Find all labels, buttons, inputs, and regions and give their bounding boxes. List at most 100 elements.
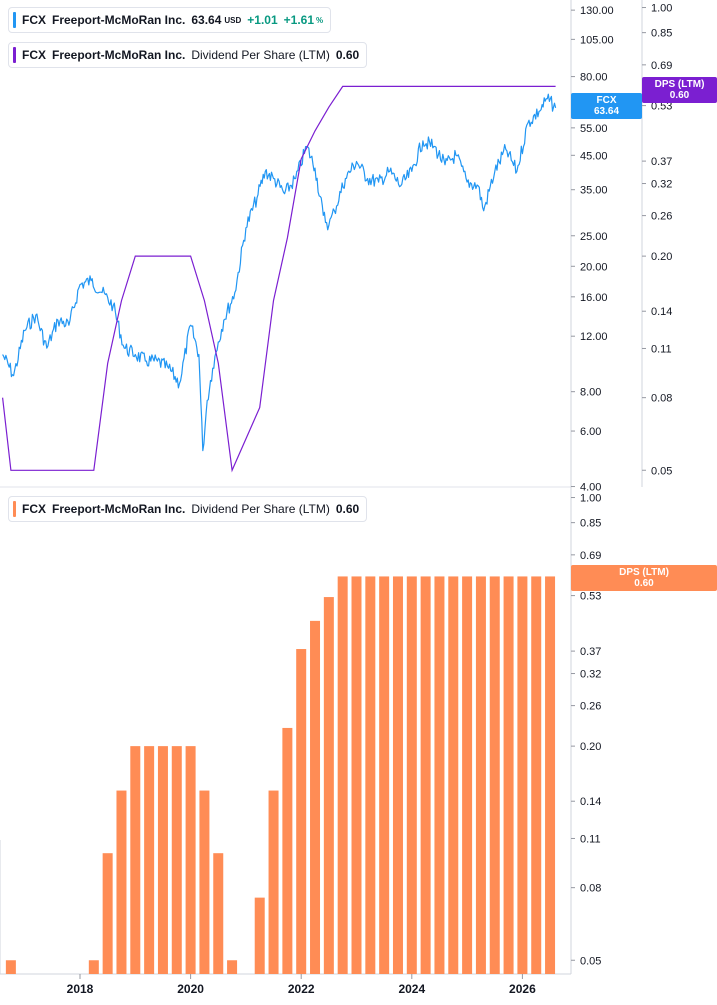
price-line	[2, 93, 557, 452]
dps-axis-label: 0.14	[651, 306, 672, 318]
dps-bar-axis-label: 0.08	[580, 883, 601, 895]
dps-bar: 0.2	[171, 746, 182, 974]
price-axis-label: 80.00	[580, 72, 608, 84]
price-swatch	[13, 12, 16, 28]
dps-bar-axis-label: 0.11	[580, 833, 601, 845]
dps-bar: 0.1	[102, 853, 113, 974]
price-axis-label: 25.00	[580, 231, 608, 243]
dps-axis-label: 0.32	[651, 179, 672, 191]
dps-axis-label: 0.53	[651, 101, 672, 113]
dps-bar-axis-label: 0.05	[580, 955, 601, 967]
dps-bar-tag: DPS (LTM) 0.60	[571, 565, 717, 591]
time-axis-label: 2024	[398, 982, 425, 996]
dps-bar: 0.2	[157, 746, 168, 974]
dps-axis-label: 0.08	[651, 393, 672, 405]
legend-price: 63.64	[191, 13, 222, 27]
dps-bar: 0.05	[5, 960, 16, 974]
legend-currency: USD	[224, 15, 242, 25]
dps-bar-axis-label: 1.00	[580, 493, 601, 505]
price-axis-label: 16.00	[580, 292, 608, 304]
time-axis-label: 2026	[509, 982, 536, 996]
dps-bar: 0.6	[365, 576, 376, 974]
price-axis-label: 4.00	[580, 482, 601, 494]
legend-symbol: FCX	[22, 48, 46, 62]
legend-metric: Dividend Per Share (LTM)	[191, 502, 330, 516]
legend-value: 0.60	[335, 48, 360, 62]
dps-bar: 0.6	[434, 576, 445, 974]
legend-metric: Dividend Per Share (LTM)	[191, 48, 330, 62]
price-axis-label: 35.00	[580, 185, 608, 197]
dps-line-tag-value: 0.60	[669, 90, 690, 101]
price-tag-symbol: FCX	[596, 95, 617, 106]
price-tag: FCX 63.64	[571, 93, 642, 119]
price-axis-label: 45.00	[580, 150, 608, 162]
price-axis-label: 12.00	[580, 331, 608, 343]
legend-change: +1.01	[247, 13, 278, 27]
dps-bar-axis-label: 0.85	[580, 518, 601, 530]
price-axis-label: 55.00	[580, 123, 608, 135]
legend-name: Freeport-McMoRan Inc.	[52, 502, 186, 516]
dps-bar-tag-value: 0.60	[634, 578, 654, 589]
dps-bar: 0.6	[351, 576, 362, 974]
dps-axis-label: 0.20	[651, 251, 672, 263]
dps-line-tag-label: DPS (LTM)	[654, 79, 705, 90]
dps-bar: 0.6	[337, 576, 348, 974]
dps-bar: 0.6	[545, 576, 556, 974]
dps-bar: 0.6	[392, 576, 403, 974]
dps-bar: 0.6	[406, 576, 417, 974]
dps-bar: 0.45	[310, 620, 321, 974]
dps-axis-label: 0.05	[651, 465, 672, 477]
dps-bar-tag-label: DPS (LTM)	[619, 567, 669, 578]
dps-bar-axis-label: 0.32	[580, 669, 601, 681]
price-axis-label: 8.00	[580, 387, 601, 399]
price-legend[interactable]: FCX Freeport-McMoRan Inc. 63.64 USD +1.0…	[8, 7, 332, 33]
time-axis-label: 2018	[67, 982, 94, 996]
legend-pct-sign: %	[316, 15, 324, 25]
dps-bar: 0.225	[282, 727, 293, 974]
dps-bar-axis-label: 0.53	[580, 591, 601, 603]
legend-name: Freeport-McMoRan Inc.	[52, 13, 186, 27]
dps-bar: 0.1	[213, 853, 224, 974]
price-axis-label: 6.00	[580, 426, 601, 438]
dps-bar: 0.6	[379, 576, 390, 974]
dps-axis-label: 0.85	[651, 28, 672, 40]
dps-bar: 0.075	[254, 897, 265, 974]
dps-bar-axis-label: 0.37	[580, 646, 601, 658]
legend-name: Freeport-McMoRan Inc.	[52, 48, 186, 62]
dps-bar: 0.2	[185, 746, 196, 974]
dps-bar: 0.6	[531, 576, 542, 974]
dps-bar: 0.2	[130, 746, 141, 974]
dps-bar: 0.6	[462, 576, 473, 974]
dps-bar-axis-label: 0.26	[580, 701, 601, 713]
dps-line-swatch	[13, 47, 16, 63]
dps-bar-legend[interactable]: FCX Freeport-McMoRan Inc. Dividend Per S…	[8, 496, 368, 522]
dps-line	[2, 85, 556, 473]
dps-bar-axis-label: 0.69	[580, 550, 601, 562]
price-tag-value: 63.64	[593, 106, 620, 117]
price-axis-label: 20.00	[580, 261, 608, 273]
time-axis-label: 2022	[288, 982, 315, 996]
dps-bar: 0.05	[227, 960, 238, 974]
dps-line-legend[interactable]: FCX Freeport-McMoRan Inc. Dividend Per S…	[8, 42, 368, 68]
dps-axis-label: 0.11	[651, 343, 672, 355]
price-axis-label: 105.00	[580, 34, 614, 46]
legend-change-pct: +1.61	[283, 13, 315, 27]
dps-bar: 0.05	[88, 960, 99, 974]
dps-bar: 0.6	[448, 576, 459, 974]
dps-axis-label: 0.26	[651, 211, 672, 223]
dps-bar: 0.15	[268, 790, 279, 974]
dps-axis-label: 1.00	[651, 3, 672, 15]
legend-value: 0.60	[335, 502, 360, 516]
dps-bar-axis-label: 0.20	[580, 741, 601, 753]
price-axis-label: 130.00	[580, 5, 614, 17]
legend-symbol: FCX	[22, 502, 46, 516]
dps-bar-swatch	[13, 501, 16, 517]
dps-bar: 0.15	[116, 790, 127, 974]
dps-bar: 0.6	[489, 576, 500, 974]
dps-bar: 0.6	[503, 576, 514, 974]
legend-symbol: FCX	[22, 13, 46, 27]
dps-bar: 0.2	[144, 746, 155, 974]
dps-bar: 0.6	[517, 576, 528, 974]
dps-axis-label: 0.37	[651, 156, 672, 168]
